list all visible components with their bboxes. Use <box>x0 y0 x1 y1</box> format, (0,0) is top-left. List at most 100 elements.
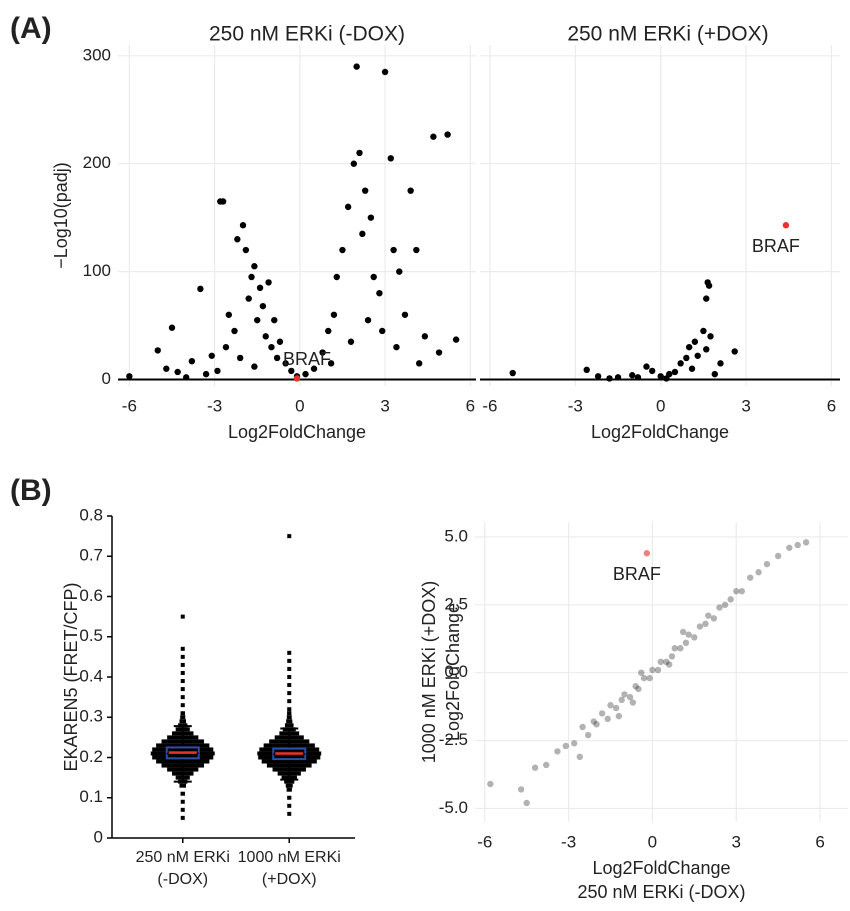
point <box>583 366 590 374</box>
point <box>236 354 244 362</box>
point <box>703 295 710 302</box>
point <box>287 658 292 663</box>
point <box>268 343 275 351</box>
point <box>794 541 801 549</box>
point <box>180 703 185 708</box>
point <box>208 352 215 359</box>
point <box>285 783 293 788</box>
y-tick-label: 0.4 <box>79 666 103 685</box>
y-tick-label: 0.1 <box>79 787 103 806</box>
point <box>705 612 712 619</box>
point <box>234 236 241 243</box>
point <box>282 360 289 367</box>
point <box>435 349 443 356</box>
point <box>802 539 810 546</box>
point <box>214 367 221 375</box>
x-tick-label: 3 <box>741 396 750 415</box>
point <box>643 363 650 370</box>
point <box>606 375 613 382</box>
point <box>657 373 664 380</box>
point <box>590 718 597 725</box>
point <box>646 674 653 682</box>
point <box>287 707 292 712</box>
point <box>248 273 255 281</box>
point <box>393 343 400 351</box>
point-label: BRAF <box>283 349 331 369</box>
point <box>180 799 185 804</box>
point <box>632 683 639 690</box>
point <box>487 780 494 788</box>
point <box>696 623 704 630</box>
point <box>197 285 204 293</box>
point <box>635 685 642 693</box>
point <box>663 375 670 382</box>
y-axis-label: EKAREN5 (FRET/CFP) <box>61 582 81 771</box>
point <box>387 155 394 162</box>
x-tick-label: -6 <box>482 396 497 415</box>
point <box>180 679 185 684</box>
point <box>579 723 586 731</box>
point <box>330 311 338 318</box>
point <box>287 675 292 679</box>
point <box>598 710 606 717</box>
point <box>671 368 679 376</box>
y-tick-label: 0.2 <box>79 747 103 766</box>
point <box>287 691 292 696</box>
y-tick-label: 0.3 <box>79 707 103 726</box>
y-tick-label: 5.0 <box>444 526 468 545</box>
point <box>310 365 318 372</box>
x-tick-label: 0 <box>656 396 665 415</box>
point <box>421 333 429 340</box>
point <box>163 365 170 372</box>
x-tick-label: 6 <box>466 396 475 415</box>
point <box>570 740 578 747</box>
point <box>731 348 738 355</box>
point <box>654 666 662 674</box>
x-tick-label: -6 <box>122 396 137 415</box>
point <box>707 333 714 340</box>
point <box>663 658 670 666</box>
point <box>180 791 185 796</box>
point <box>677 645 684 652</box>
point <box>287 683 292 688</box>
y-tick-label: 0.5 <box>79 626 103 645</box>
point <box>763 560 771 568</box>
point <box>657 658 665 666</box>
point <box>361 187 369 194</box>
point <box>222 343 230 351</box>
y-axis-label: −Log10(padj) <box>51 162 71 269</box>
point <box>276 338 284 345</box>
x-axis-label: Log2FoldChange <box>591 422 729 442</box>
point <box>262 333 269 340</box>
point <box>180 695 185 700</box>
point <box>665 661 673 668</box>
x-tick-label: 6 <box>827 396 836 415</box>
x-axis-label: 250 nM ERKi (-DOX) <box>577 882 745 902</box>
point <box>640 674 648 682</box>
point-label: BRAF <box>613 564 661 584</box>
point <box>584 731 592 739</box>
point-label: BRAF <box>752 236 800 256</box>
point <box>126 373 133 380</box>
point <box>782 222 790 229</box>
point <box>738 588 746 595</box>
point <box>700 327 707 335</box>
point <box>325 327 332 335</box>
point <box>543 761 550 769</box>
point <box>614 374 622 381</box>
point <box>239 222 247 229</box>
x-tick-label: 0 <box>295 396 304 415</box>
point <box>554 748 561 755</box>
point <box>612 704 620 712</box>
y-tick-label: 0 <box>102 369 111 388</box>
x-tick-label: -6 <box>477 832 492 851</box>
point <box>747 574 754 581</box>
point <box>685 631 692 638</box>
point <box>704 279 711 286</box>
x-axis-label: Log2FoldChange <box>228 422 366 442</box>
point <box>703 346 710 353</box>
x-tick-label: -3 <box>561 832 576 851</box>
point <box>287 666 292 671</box>
point <box>711 370 718 378</box>
point <box>287 711 292 716</box>
